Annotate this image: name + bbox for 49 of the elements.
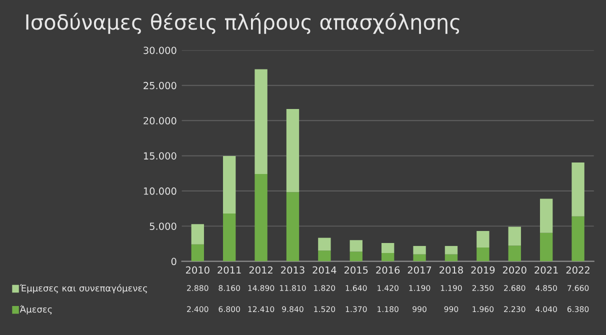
- bar: [191, 244, 204, 262]
- x-tick-label: 2016: [376, 266, 400, 274]
- legend-label: Έμμεσες και συνεπαγόμενες: [20, 284, 147, 294]
- bar: [540, 198, 553, 233]
- bar: [444, 246, 458, 254]
- x-tick-label: 2013: [281, 266, 304, 274]
- x-tick-label: 2021: [534, 266, 558, 274]
- bar: [572, 216, 584, 262]
- x-tick-label: 2018: [440, 266, 463, 274]
- y-tick-label: 30.000: [144, 46, 176, 54]
- bar: [286, 108, 300, 192]
- x-tick-label: 2011: [218, 266, 241, 274]
- bar: [318, 238, 331, 251]
- bar: [508, 226, 521, 246]
- bar: [350, 240, 362, 252]
- bar: [413, 254, 426, 262]
- y-tick-label: 0: [171, 258, 176, 266]
- bar: [540, 232, 553, 262]
- x-tick-label: 2020: [502, 266, 526, 274]
- bar: [444, 254, 458, 262]
- y-tick-label: 20.000: [144, 117, 176, 124]
- bar: [286, 192, 300, 262]
- y-tick-label: 10.000: [144, 187, 176, 195]
- x-tick-label: 2015: [344, 266, 368, 274]
- chart-title: Ισοδύναμες θέσεις πλήρους απασχόλησης: [26, 12, 460, 34]
- x-tick-label: 2022: [566, 266, 590, 274]
- bar: [476, 230, 490, 248]
- y-tick-label: 15.000: [144, 152, 176, 160]
- bar: [572, 162, 584, 216]
- x-tick-label: 2014: [312, 266, 336, 274]
- bar: [382, 253, 394, 262]
- bar: [254, 174, 268, 262]
- y-tick-label: 5.000: [150, 222, 176, 230]
- legend-label: Άμεσες: [20, 305, 52, 314]
- x-tick-label: 2019: [471, 266, 495, 274]
- bar: [413, 246, 426, 254]
- bar: [350, 252, 362, 262]
- bar: [254, 69, 268, 174]
- bar: [476, 248, 490, 262]
- bar: [318, 250, 331, 262]
- bar: [508, 246, 521, 262]
- bar: [223, 156, 236, 214]
- bar: [191, 224, 204, 244]
- bar: [223, 213, 236, 262]
- x-tick-label: 2017: [408, 266, 432, 274]
- x-tick-label: 2012: [249, 266, 272, 274]
- bar: [382, 243, 394, 253]
- y-tick-label: 25.000: [144, 82, 176, 90]
- x-tick-label: 2010: [186, 266, 210, 274]
